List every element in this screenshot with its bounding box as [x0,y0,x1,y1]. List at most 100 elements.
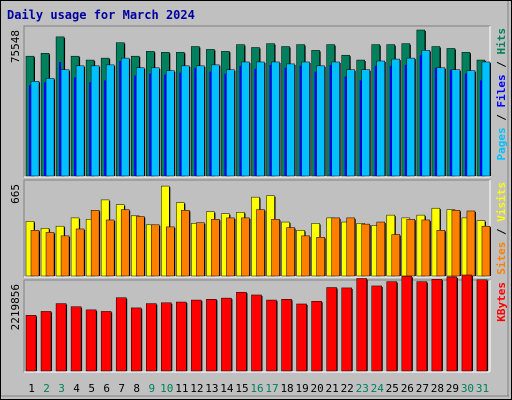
legend-item-sites: Sites [495,242,508,275]
pages-bar-12 [196,65,205,177]
x-tick-label-14: 14 [220,382,234,395]
files-bar-4 [74,77,77,176]
sites-bar-20 [316,237,325,277]
legend-visits-sites: Sites / Visits [495,182,508,275]
pages-bar-16 [256,61,265,177]
sites-bar-4 [75,228,85,277]
sites-bar-16 [256,209,265,277]
x-tick-label-8: 8 [133,382,140,395]
x-tick-label-16: 16 [250,382,263,395]
kbytes-bar-7 [115,297,127,372]
kbytes-bar-15 [236,291,247,372]
files-bar-31 [479,80,482,176]
pages-bar-3 [60,69,70,177]
x-tick-label-9: 9 [148,382,155,395]
files-bar-22 [344,76,347,176]
kbytes-bar-16 [251,294,262,372]
files-bar-27 [419,55,422,176]
kbytes-bar-30 [461,274,473,372]
sites-bar-2 [45,232,55,277]
legend-kbytes: KBytes [495,282,508,322]
files-bar-9 [149,73,152,176]
x-tick-label-3: 3 [58,382,65,395]
sites-bar-24 [376,221,385,277]
kbytes-bar-31 [476,279,488,372]
kbytes-bar-20 [311,300,322,372]
files-bar-18 [284,67,287,176]
kbytes-bar-28 [431,279,443,372]
sites-bar-1 [30,230,40,277]
kbytes-bar-19 [296,303,307,372]
x-tick-label-25: 25 [386,382,399,395]
kbytes-bar-12 [191,299,202,372]
sites-bar-28 [436,230,446,277]
kbytes-bar-13 [206,299,217,372]
x-tick-label-27: 27 [416,382,429,395]
sites-bar-8 [135,216,145,277]
files-bar-20 [314,71,317,176]
kbytes-bar-10 [161,302,172,372]
x-tick-label-5: 5 [88,382,95,395]
x-tick-label-12: 12 [190,382,203,395]
pages-bar-18 [286,63,295,177]
files-bar-10 [164,74,167,176]
files-bar-13 [209,71,212,176]
kbytes-bar-4 [70,306,82,372]
files-bar-23 [359,80,362,176]
pages-bar-22 [346,69,355,177]
files-bar-3 [59,61,62,176]
files-bar-8 [134,75,137,176]
kbytes-bar-27 [416,281,428,372]
pages-bar-20 [316,65,325,177]
sites-bar-3 [60,235,70,277]
kbytes-bar-18 [281,299,292,372]
files-bar-24 [374,65,377,176]
ymax-label-visits-sites: 665 [9,184,22,204]
kbytes-bar-9 [146,303,157,372]
sites-bar-30 [466,210,476,277]
sites-bar-5 [90,210,100,277]
x-tick-label-17: 17 [265,382,278,395]
pages-bar-5 [90,65,100,177]
files-bar-19 [299,65,302,176]
pages-bar-4 [75,65,85,177]
pages-bar-15 [241,61,250,177]
files-bar-11 [179,72,182,176]
x-tick-label-20: 20 [311,382,324,395]
legend-separator: / [495,108,508,128]
pages-bar-2 [45,78,55,177]
pages-bar-8 [135,67,145,177]
pages-bar-14 [226,69,235,177]
kbytes-bar-11 [176,301,187,372]
kbytes-bar-2 [40,311,52,372]
pages-bar-28 [436,67,446,177]
sites-bar-19 [301,235,310,277]
pages-bar-26 [406,57,416,177]
pages-bar-21 [331,61,340,177]
kbytes-bar-14 [221,297,232,372]
kbytes-bar-29 [446,276,458,372]
files-bar-12 [194,67,197,176]
kbytes-bar-22 [341,287,352,372]
sites-bar-6 [105,219,115,277]
x-tick-label-11: 11 [175,382,188,395]
sites-bar-22 [346,217,355,277]
sites-bar-12 [196,222,205,277]
pages-bar-23 [361,69,370,177]
x-tick-label-10: 10 [160,382,173,395]
kbytes-bar-24 [371,285,382,372]
x-tick-label-15: 15 [235,382,248,395]
pages-bar-7 [120,57,130,177]
sites-bar-26 [406,219,416,277]
files-bar-1 [29,85,31,176]
sites-bar-27 [421,219,431,277]
legend-item-hits: Hits [495,28,508,55]
files-bar-30 [464,73,467,176]
sites-bar-10 [166,226,175,277]
kbytes-bar-5 [85,309,97,372]
kbytes-bar-17 [266,299,277,372]
sites-bar-17 [271,219,280,277]
pages-bar-13 [211,64,220,177]
chart-title: Daily usage for March 2024 [7,8,195,22]
